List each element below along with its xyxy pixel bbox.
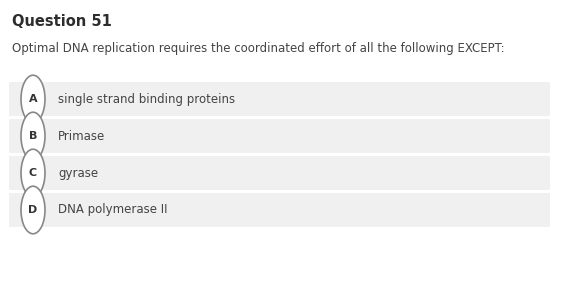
Ellipse shape: [21, 186, 45, 234]
FancyBboxPatch shape: [9, 193, 550, 227]
Text: D: D: [29, 205, 38, 215]
FancyBboxPatch shape: [9, 82, 550, 116]
Text: A: A: [29, 94, 38, 104]
Text: Optimal DNA replication requires the coordinated effort of all the following EXC: Optimal DNA replication requires the coo…: [12, 42, 505, 55]
Text: single strand binding proteins: single strand binding proteins: [58, 93, 235, 106]
Text: gyrase: gyrase: [58, 166, 98, 179]
Ellipse shape: [21, 75, 45, 123]
Ellipse shape: [21, 149, 45, 197]
Text: B: B: [29, 131, 37, 141]
Text: Question 51: Question 51: [12, 14, 112, 29]
Text: DNA polymerase II: DNA polymerase II: [58, 203, 168, 216]
Text: Primase: Primase: [58, 130, 105, 143]
FancyBboxPatch shape: [9, 119, 550, 153]
Ellipse shape: [21, 112, 45, 160]
FancyBboxPatch shape: [9, 156, 550, 190]
Text: C: C: [29, 168, 37, 178]
